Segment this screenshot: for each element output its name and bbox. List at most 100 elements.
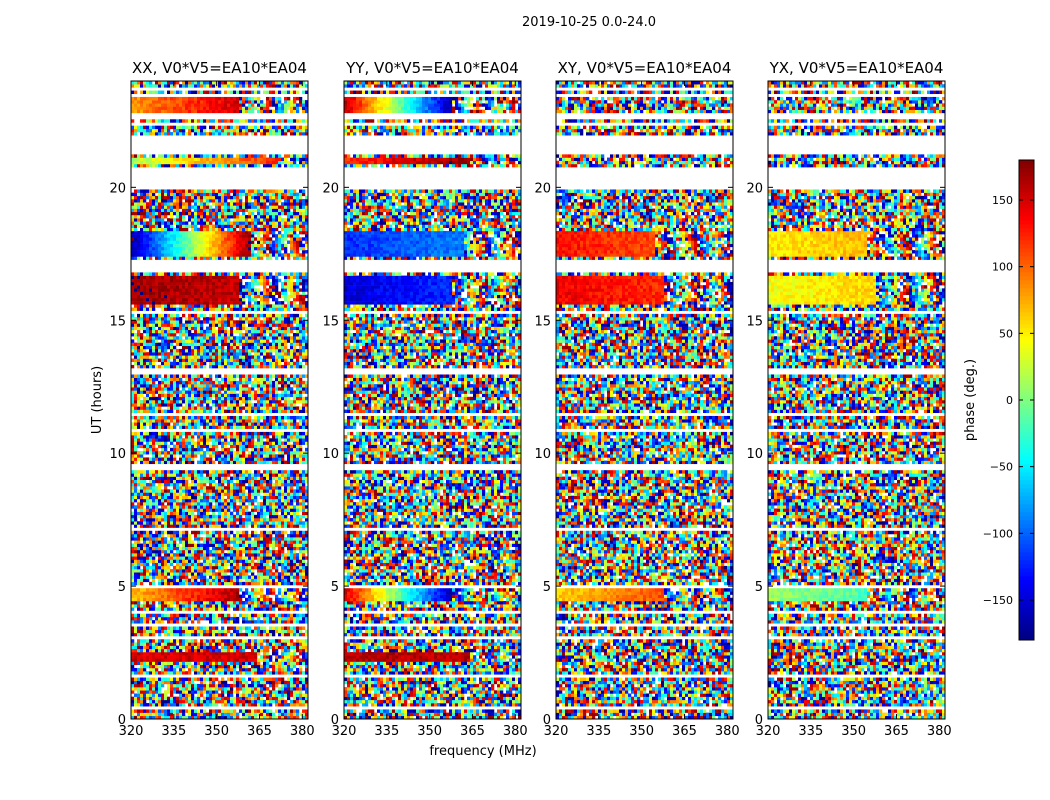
phase-cell [230,646,233,649]
phase-cell [275,658,278,661]
phase-cell [188,678,191,681]
phase-cell [203,709,206,712]
phase-cell [194,655,197,658]
phase-cell [221,681,224,684]
phase-cell [203,684,206,687]
phase-cell [167,681,170,684]
phase-cell [248,693,251,696]
phase-cell [137,684,140,687]
phase-cell [257,662,260,665]
phase-cell [182,697,185,700]
phase-cell [185,684,188,687]
phase-cell [149,668,152,671]
phase-cell [287,671,290,674]
phase-cell [212,665,215,668]
phase-cell [245,671,248,674]
phase-cell [302,709,305,712]
phase-cell [164,668,167,671]
phase-cell [149,649,152,652]
phase-cell [290,655,293,658]
phase-cell [299,700,302,703]
phase-cell [161,671,164,674]
phase-cell [179,662,182,665]
phase-cell [176,649,179,652]
phase-cell [242,668,245,671]
phase-cell [173,652,176,655]
phase-cell [293,693,296,696]
phase-cell [221,652,224,655]
phase-cell [149,709,152,712]
phase-cell [266,646,269,649]
phase-cell [251,697,254,700]
phase-cell [146,646,149,649]
phase-cell [224,662,227,665]
phase-cell [302,655,305,658]
phase-cell [203,658,206,661]
phase-cell [140,658,143,661]
phase-cell [266,662,269,665]
phase-cell [143,713,146,716]
phase-cell [224,703,227,706]
phase-cell [140,697,143,700]
phase-cell [155,665,158,668]
phase-cell [149,671,152,674]
phase-cell [188,662,191,665]
phase-cell [293,678,296,681]
phase-cell [239,709,242,712]
phase-cell [191,681,194,684]
phase-cell [188,646,191,649]
phase-cell [149,684,152,687]
phase-cell [218,709,221,712]
phase-cell [290,690,293,693]
phase-cell [212,671,215,674]
phase-cell [260,678,263,681]
phase-cell [218,655,221,658]
phase-cell [227,668,230,671]
phase-cell [152,700,155,703]
phase-cell [203,678,206,681]
phase-cell [167,684,170,687]
phase-cell [200,649,203,652]
phase-cell [233,690,236,693]
phase-cell [254,649,257,652]
phase-cell [278,662,281,665]
phase-cell [164,671,167,674]
phase-cell [185,687,188,690]
phase-cell [155,649,158,652]
phase-cell [140,709,143,712]
phase-cell [260,693,263,696]
phase-cell [236,697,239,700]
phase-cell [293,655,296,658]
phase-cell [194,713,197,716]
phase-cell [140,687,143,690]
phase-cell [170,703,173,706]
phase-cell [272,690,275,693]
phase-cell [257,652,260,655]
phase-cell [167,687,170,690]
phase-cell [143,658,146,661]
phase-cell [197,668,200,671]
phase-cell [227,655,230,658]
phase-cell [227,646,230,649]
phase-cell [257,646,260,649]
phase-cell [236,665,239,668]
phase-cell [302,700,305,703]
phase-cell [251,662,254,665]
phase-cell [164,713,167,716]
phase-cell [143,671,146,674]
phase-cell [173,658,176,661]
phase-cell [293,649,296,652]
phase-cell [242,671,245,674]
phase-cell [269,693,272,696]
phase-cell [185,649,188,652]
phase-cell [188,703,191,706]
phase-cell [224,646,227,649]
phase-cell [191,668,194,671]
phase-cell [257,690,260,693]
phase-cell [284,687,287,690]
phase-cell [227,690,230,693]
phase-cell [152,665,155,668]
phase-cell [209,690,212,693]
phase-cell [260,684,263,687]
phase-cell [296,690,299,693]
